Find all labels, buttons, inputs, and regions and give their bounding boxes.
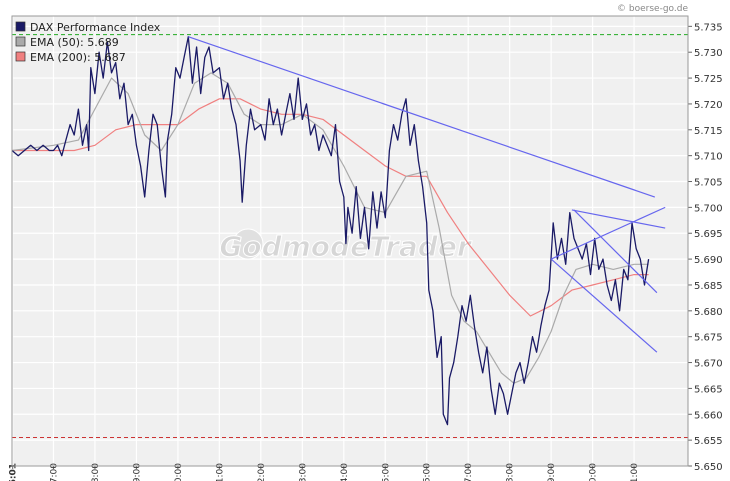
legend-swatch — [15, 51, 26, 62]
x-tick-label: 16:00 — [423, 463, 433, 481]
legend-entry: DAX Performance Index — [30, 21, 161, 34]
legend-entry: EMA (50): 5.689 — [30, 36, 119, 49]
y-tick-label: 5.700 — [694, 203, 723, 214]
trendline — [573, 209, 658, 294]
ema200-line — [12, 98, 649, 317]
y-tick-label: 5.680 — [694, 307, 723, 318]
trendline — [550, 258, 658, 353]
x-tick-label: 08:00 — [91, 463, 101, 481]
x-tick-label: 21:00 — [630, 463, 640, 481]
legend: DAX Performance Index EMA (50): 5.689 EMA … — [15, 21, 161, 64]
x-tick-label: 10:00 — [174, 463, 184, 481]
x-axis: 06:01 07:00 08:00 09:00 10:00 11:00 12:00 13:00… — [9, 463, 640, 481]
y-tick-label: 5.665 — [694, 384, 723, 395]
y-tick-label: 5.705 — [694, 178, 723, 189]
x-tick-label: 12:00 — [257, 463, 267, 481]
plot-frame — [11, 15, 689, 467]
series-group — [11, 36, 650, 426]
y-tick-label: 5.735 — [694, 22, 723, 33]
y-tick-label: 5.730 — [694, 48, 723, 59]
trendline — [550, 206, 666, 260]
y-tick-label: 5.715 — [694, 126, 723, 137]
horizontal-levels — [12, 34, 688, 439]
x-tick-label: 20:00 — [589, 463, 599, 481]
x-tick-label: 14:00 — [340, 463, 350, 481]
y-tick-label: 5.695 — [694, 229, 723, 240]
legend-swatch — [15, 36, 26, 47]
y-tick-label: 5.690 — [694, 255, 723, 266]
x-tick-label: 19:00 — [547, 463, 557, 481]
x-tick-label: 11:00 — [215, 463, 225, 481]
x-tick-label: 18:00 — [506, 463, 516, 481]
x-tick-label: 15:00 — [381, 463, 391, 481]
trendline — [571, 209, 666, 229]
legend-entry: EMA (200): 5.687 — [30, 51, 126, 64]
watermark-logo-icon — [232, 228, 264, 260]
dax-price-line — [11, 36, 650, 426]
x-tick-label: 13:00 — [298, 463, 308, 481]
y-tick-label: 5.670 — [694, 359, 723, 370]
y-tick-label: 5.650 — [694, 462, 723, 473]
legend-swatch — [15, 21, 26, 32]
y-tick-label: 5.710 — [694, 152, 723, 163]
y-tick-label: 5.660 — [694, 410, 723, 421]
x-tick-label: 09:00 — [132, 463, 142, 481]
grid — [12, 16, 688, 467]
y-tick-label: 5.685 — [694, 281, 723, 292]
y-axis: 5.650 5.655 5.660 5.665 5.670 5.675 5.680 5.685… — [688, 22, 723, 473]
trendline — [188, 36, 656, 198]
y-tick-label: 5.720 — [694, 100, 723, 111]
x-tick-label: 17:00 — [464, 463, 474, 481]
y-tick-label: 5.675 — [694, 333, 723, 344]
x-tick-label: 06:01 — [9, 463, 19, 481]
y-tick-label: 5.655 — [694, 436, 723, 447]
x-tick-label: 07:00 — [49, 463, 59, 481]
y-tick-label: 5.725 — [694, 74, 723, 85]
credit-text: © boerse-go.de — [617, 4, 688, 14]
trendlines — [188, 36, 666, 353]
